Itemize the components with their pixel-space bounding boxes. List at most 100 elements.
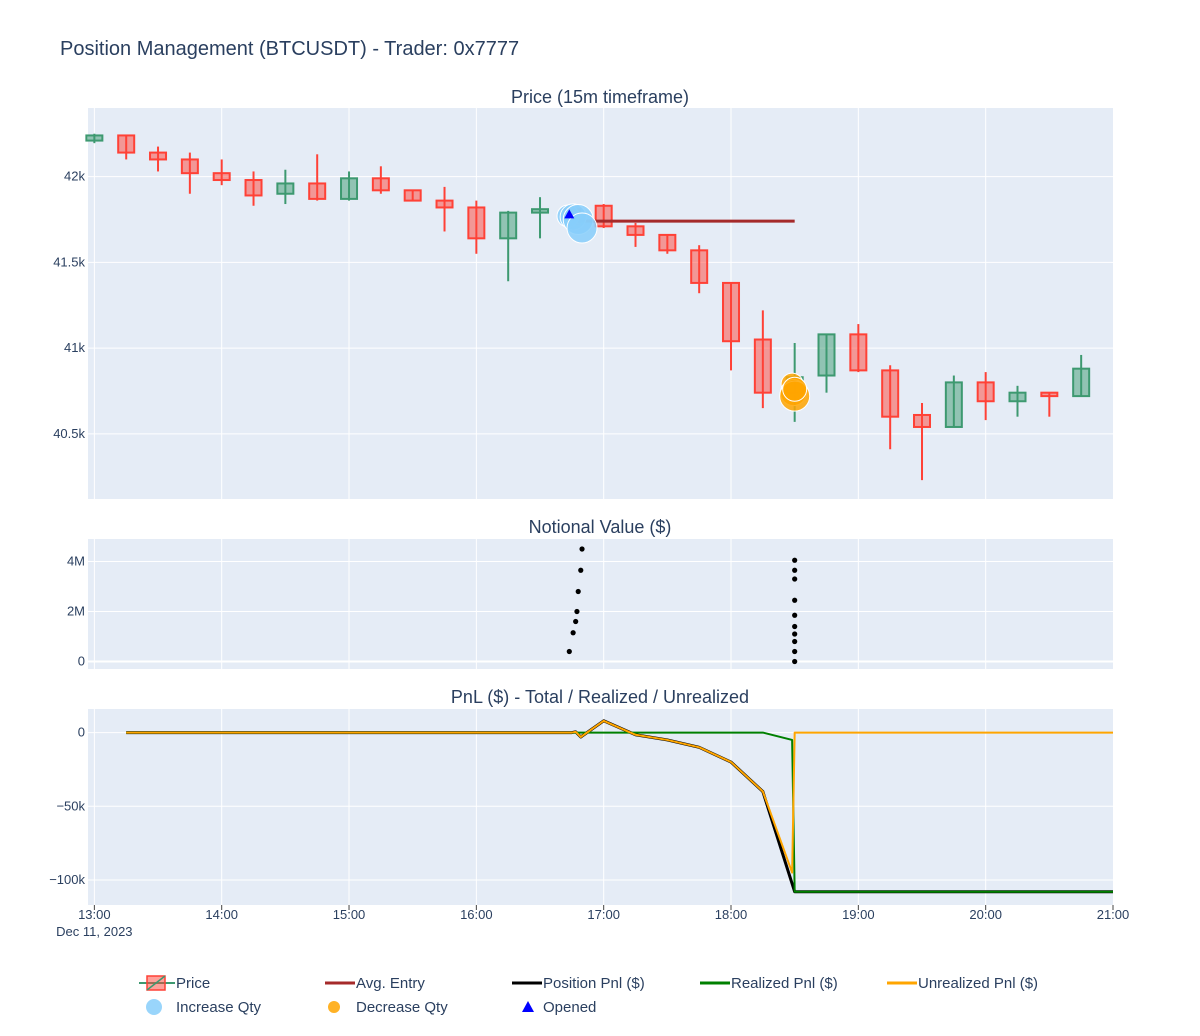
candle — [499, 210, 518, 282]
candle-body — [212, 172, 231, 182]
candle-body — [117, 134, 136, 154]
pnl-y-tick-label: −100k — [49, 872, 85, 887]
candle — [594, 204, 613, 229]
legend-label: Increase Qty — [176, 999, 262, 1016]
candle-body — [976, 381, 995, 403]
candle — [817, 333, 836, 393]
pnl-panel-title: PnL ($) - Total / Realized / Unrealized — [451, 687, 749, 707]
candle-body — [276, 182, 295, 195]
legend-item[interactable]: Position Pnl ($) — [512, 975, 645, 992]
legend-item[interactable]: Increase Qty — [146, 999, 262, 1016]
candle-body — [594, 204, 613, 228]
candle-body — [435, 199, 454, 209]
x-tick-label: 16:00 — [460, 907, 493, 922]
candle — [371, 166, 390, 194]
candle — [149, 146, 168, 172]
candle — [308, 154, 327, 201]
legend-item[interactable]: Price — [139, 975, 210, 992]
candle — [276, 169, 295, 205]
notional-plot-area — [88, 539, 1113, 669]
candle-body — [722, 281, 741, 343]
legend-label: Avg. Entry — [356, 975, 425, 992]
candle-body — [531, 208, 550, 214]
notional-point — [570, 630, 576, 636]
notional-panel: Notional Value ($) 0 2M 4M — [67, 517, 1113, 669]
pnl-plot-area — [88, 709, 1113, 905]
legend-label: Position Pnl ($) — [543, 975, 645, 992]
candle-body — [467, 206, 486, 240]
legend-item[interactable]: Opened — [522, 999, 596, 1016]
legend-item[interactable]: Unrealized Pnl ($) — [887, 975, 1038, 992]
notional-y-tick-label: 0 — [78, 654, 85, 669]
candle — [531, 197, 550, 239]
price-y-tick-label: 41k — [64, 340, 85, 355]
notional-point — [566, 648, 572, 655]
notional-point — [792, 623, 798, 630]
legend-item[interactable]: Avg. Entry — [325, 975, 425, 992]
candle-body — [626, 225, 645, 236]
legend-item[interactable]: Realized Pnl ($) — [700, 975, 838, 992]
price-y-tick-label: 41.5k — [53, 254, 85, 269]
notional-point — [573, 618, 579, 625]
notional-y-tick-label: 2M — [67, 604, 85, 619]
candle — [658, 233, 677, 254]
legend-triangle-icon — [522, 1001, 534, 1012]
legend-label: Price — [176, 975, 210, 992]
candle-body — [944, 381, 963, 428]
pnl-y-tick-label: −50k — [56, 798, 85, 813]
opened-marker — [564, 209, 575, 219]
candle-body — [308, 182, 327, 200]
notional-point — [792, 576, 798, 582]
candle-body — [1008, 391, 1027, 403]
legend[interactable]: Price Avg. Entry Position Pnl ($) Realized … — [139, 975, 1038, 1016]
chart-title: Position Management (BTCUSDT) - Trader: … — [60, 38, 519, 60]
candle — [1008, 385, 1027, 417]
candle — [913, 402, 932, 481]
price-y-tick-label: 42k — [64, 169, 85, 184]
legend-candle-diagonal — [146, 975, 166, 991]
candle — [753, 310, 772, 409]
notional-point — [574, 608, 580, 615]
legend-label: Decrease Qty — [356, 999, 448, 1016]
candle-body — [180, 158, 199, 175]
notional-point — [575, 588, 581, 595]
legend-dot-icon — [328, 1001, 340, 1013]
notional-point — [792, 648, 798, 655]
candle-body — [849, 333, 868, 372]
price-y-tick-label: 40.5k — [53, 426, 85, 441]
candle-body — [881, 369, 900, 418]
x-tick-label: 19:00 — [842, 907, 875, 922]
candle-body — [690, 249, 709, 284]
notional-point — [792, 631, 798, 637]
candle-body — [499, 211, 518, 240]
notional-point — [792, 557, 798, 563]
x-axis: 13:00 14:00 15:00 16:00 17:00 18:00 19:00 20:00… — [56, 905, 1129, 939]
x-tick-label: 18:00 — [715, 907, 748, 922]
decrease-qty-marker — [782, 376, 808, 402]
x-tick-label: 15:00 — [333, 907, 366, 922]
notional-point — [792, 658, 798, 665]
candle-body — [1040, 391, 1059, 398]
candle — [722, 281, 741, 371]
candle-body — [244, 179, 263, 197]
x-tick-label: 14:00 — [205, 907, 238, 922]
candle — [1040, 391, 1059, 417]
x-tick-label: 20:00 — [969, 907, 1002, 922]
candle — [849, 324, 868, 373]
candle-body — [340, 177, 359, 200]
x-date-label: Dec 11, 2023 — [56, 924, 132, 939]
legend-item[interactable]: Decrease Qty — [328, 999, 448, 1016]
candle — [1072, 354, 1091, 398]
x-tick-label: 17:00 — [587, 907, 620, 922]
notional-point — [792, 567, 798, 573]
candle — [435, 186, 454, 232]
legend-label: Unrealized Pnl ($) — [918, 975, 1038, 992]
candle-body — [403, 189, 422, 202]
candle — [403, 189, 422, 202]
candle-body — [149, 151, 168, 161]
candle-body — [913, 413, 932, 428]
candle — [881, 365, 900, 450]
notional-point — [792, 597, 798, 603]
candle — [212, 159, 231, 186]
